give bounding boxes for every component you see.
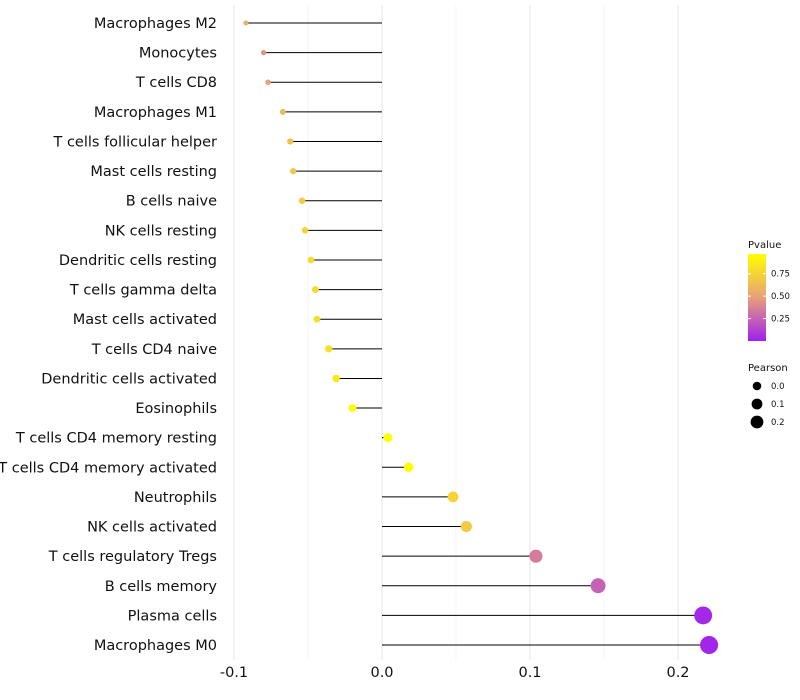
lollipop-point: [265, 79, 271, 86]
y-axis-label: NK cells resting: [105, 223, 217, 239]
pvalue-tick-label: 0.75: [771, 270, 790, 280]
pearson-size-label: 0.0: [771, 382, 785, 392]
y-axis-label: Monocytes: [139, 46, 217, 62]
lollipop-points: [243, 20, 719, 655]
lollipop-point: [243, 20, 249, 26]
y-axis-label: Neutrophils: [134, 490, 217, 506]
y-axis-label: T cells CD8: [135, 75, 217, 91]
lollipop-point: [590, 578, 606, 594]
pearson-size-label: 0.2: [771, 418, 785, 428]
y-axis-label: Eosinophils: [135, 401, 217, 417]
y-axis-label: Dendritic cells activated: [41, 371, 217, 387]
pvalue-tick-label: 0.25: [771, 315, 790, 325]
lollipop-point: [700, 635, 719, 655]
y-axis-label: B cells memory: [105, 579, 218, 595]
pearson-size-key: [752, 381, 762, 391]
pearson-size-key: [750, 415, 764, 429]
y-axis-label: Mast cells resting: [90, 164, 217, 180]
lollipop-point: [348, 404, 357, 413]
y-axis-label: Plasma cells: [128, 608, 217, 624]
grid-lines: [233, 5, 679, 660]
pearson-size-label: 0.1: [771, 400, 785, 410]
x-tick-label: 0.0: [370, 665, 393, 681]
x-tick-label: -0.1: [220, 665, 248, 681]
pearson-size-legend: 0.0 0.1 0.2: [750, 381, 785, 429]
lollipop-point: [313, 315, 321, 323]
y-axis-labels: Macrophages M2 Monocytes T cells CD8 Macrop…: [0, 16, 217, 654]
lollipop-point: [403, 462, 414, 473]
lollipop-point: [460, 520, 472, 533]
y-axis-label: B cells naive: [126, 194, 217, 210]
lollipop-point: [325, 345, 333, 353]
lollipop-point: [290, 167, 297, 175]
pearson-legend-title: Pearson: [748, 363, 788, 374]
pvalue-legend-title: Pvalue: [748, 240, 781, 251]
x-tick-label: 0.1: [518, 665, 541, 681]
lollipop-point: [332, 374, 340, 383]
pvalue-colorbar: [748, 254, 766, 341]
pvalue-legend-ticks: 0.25 0.50 0.75: [748, 270, 790, 325]
y-axis-label: T cells regulatory Tregs: [48, 549, 217, 565]
lollipop-point: [307, 256, 315, 264]
lollipop-point: [279, 108, 286, 115]
x-axis-ticks: -0.1 0.0 0.1 0.2: [220, 665, 690, 681]
x-tick-label: 0.2: [666, 665, 689, 681]
y-axis-label: T cells CD4 naive: [91, 342, 217, 358]
pvalue-tick-label: 0.50: [771, 292, 790, 302]
lollipop-point: [694, 606, 713, 625]
pearson-size-key: [751, 398, 763, 410]
y-axis-label: Macrophages M0: [94, 638, 217, 654]
lollipop-point: [260, 49, 267, 56]
lollipop-point: [529, 549, 543, 563]
y-axis-label: Dendritic cells resting: [59, 253, 217, 269]
lollipop-point: [287, 138, 294, 145]
y-axis-label: NK cells activated: [87, 520, 217, 536]
y-axis-label: T cells CD4 memory activated: [0, 460, 217, 476]
y-axis-label: Macrophages M2: [94, 16, 217, 32]
lollipop-point: [298, 197, 306, 204]
y-axis-label: T cells CD4 memory resting: [15, 431, 217, 447]
y-axis-label: T cells follicular helper: [52, 134, 217, 150]
lollipop-point: [383, 433, 393, 443]
y-axis-label: T cells gamma delta: [69, 283, 217, 299]
legend: Pvalue 0.25 0.50 0.75 Pearson 0.0 0.1 0.2: [748, 240, 790, 429]
y-axis-label: Macrophages M1: [94, 105, 217, 121]
y-axis-label: Mast cells activated: [73, 312, 217, 328]
lollipop-stems: [245, 22, 710, 646]
lollipop-point: [301, 227, 309, 234]
lollipop-point: [447, 491, 459, 503]
lollipop-point: [311, 286, 319, 294]
